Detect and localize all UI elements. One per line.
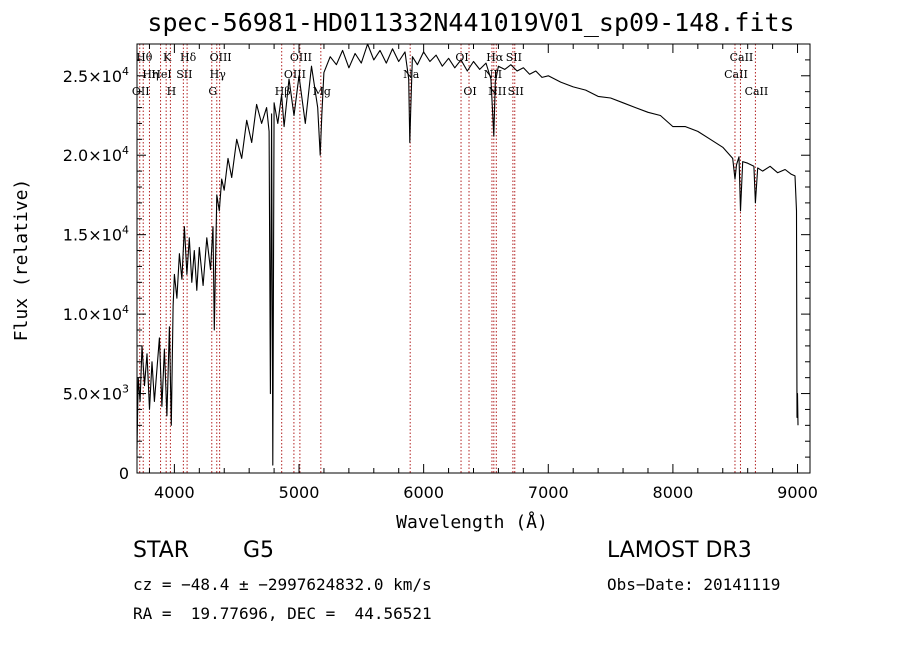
line-label-18: NII xyxy=(484,68,502,81)
y-tick-label: 1.0×104 xyxy=(63,303,129,324)
x-tick-label: 7000 xyxy=(528,483,569,502)
line-label-17: OI xyxy=(463,85,476,98)
y-axis: 0 5.0×103 1.0×104 1.5×104 2.0×104 2.5×104 xyxy=(63,59,810,483)
line-label-5: H xyxy=(167,85,177,98)
line-label-19: Hα xyxy=(486,51,504,64)
spectrum-chart: spec-56981-HD011332N441019V01_sp09-148.f… xyxy=(11,8,818,533)
line-label-20: NII xyxy=(488,85,506,98)
line-label-4: K xyxy=(163,51,172,64)
line-label-7: Hδ xyxy=(180,51,197,64)
redshift-line: cz = −48.4 ± −2997624832.0 km/s xyxy=(133,575,432,594)
line-label-10: OIII xyxy=(210,51,232,64)
spectral-line-markers xyxy=(139,44,756,473)
line-label-9: Hγ xyxy=(210,68,227,81)
obs-date: Obs−Date: 20141119 xyxy=(607,575,781,594)
line-label-3: HeI xyxy=(151,68,171,81)
y-axis-label: Flux (relative) xyxy=(11,179,32,342)
line-label-23: CaII xyxy=(724,68,748,81)
line-label-21: SII xyxy=(506,51,522,64)
x-tick-label: 6000 xyxy=(403,483,444,502)
x-tick-label: 8000 xyxy=(653,483,694,502)
line-label-8: G xyxy=(208,85,217,98)
x-axis-label: Wavelength (Å) xyxy=(396,511,548,533)
line-label-16: OI xyxy=(455,51,468,64)
line-label-24: CaII xyxy=(730,51,754,64)
y-tick-label: 1.5×104 xyxy=(63,224,129,245)
y-tick-label: 2.0×104 xyxy=(63,144,129,165)
x-tick-label: 5000 xyxy=(279,483,320,502)
spectrum-line xyxy=(136,43,799,466)
x-axis: 4000 5000 6000 7000 8000 9000 xyxy=(148,44,818,502)
plot-frame xyxy=(136,43,811,474)
line-label-1: Hθ xyxy=(136,51,153,64)
line-label-12: OIII xyxy=(284,68,306,81)
x-tick-label: 4000 xyxy=(154,483,195,502)
line-label-14: Mg xyxy=(313,85,331,98)
line-label-22: SII xyxy=(508,85,524,98)
object-class: STAR xyxy=(133,538,190,563)
y-tick-label: 5.0×103 xyxy=(63,383,129,404)
survey-name: LAMOST DR3 xyxy=(607,538,752,563)
ra-dec-coordinates: RA = 19.77696, DEC = 44.56521 xyxy=(133,604,432,623)
x-tick-label: 9000 xyxy=(777,483,818,502)
line-label-2: Hη xyxy=(142,68,158,81)
line-label-13: OIII xyxy=(290,51,312,64)
object-subclass: G5 xyxy=(243,538,275,563)
spectral-line-labels: OIIHθHηHeIKHSIIHδGHγOIIIHβOIIIOIIIMgNaOI… xyxy=(132,51,768,98)
y-tick-label: 2.5×104 xyxy=(63,65,129,86)
line-label-25: CaII xyxy=(745,85,769,98)
line-label-11: Hβ xyxy=(275,85,291,98)
chart-title: spec-56981-HD011332N441019V01_sp09-148.f… xyxy=(147,8,794,37)
line-label-6: SII xyxy=(176,68,192,81)
y-tick-label: 0 xyxy=(119,464,129,483)
